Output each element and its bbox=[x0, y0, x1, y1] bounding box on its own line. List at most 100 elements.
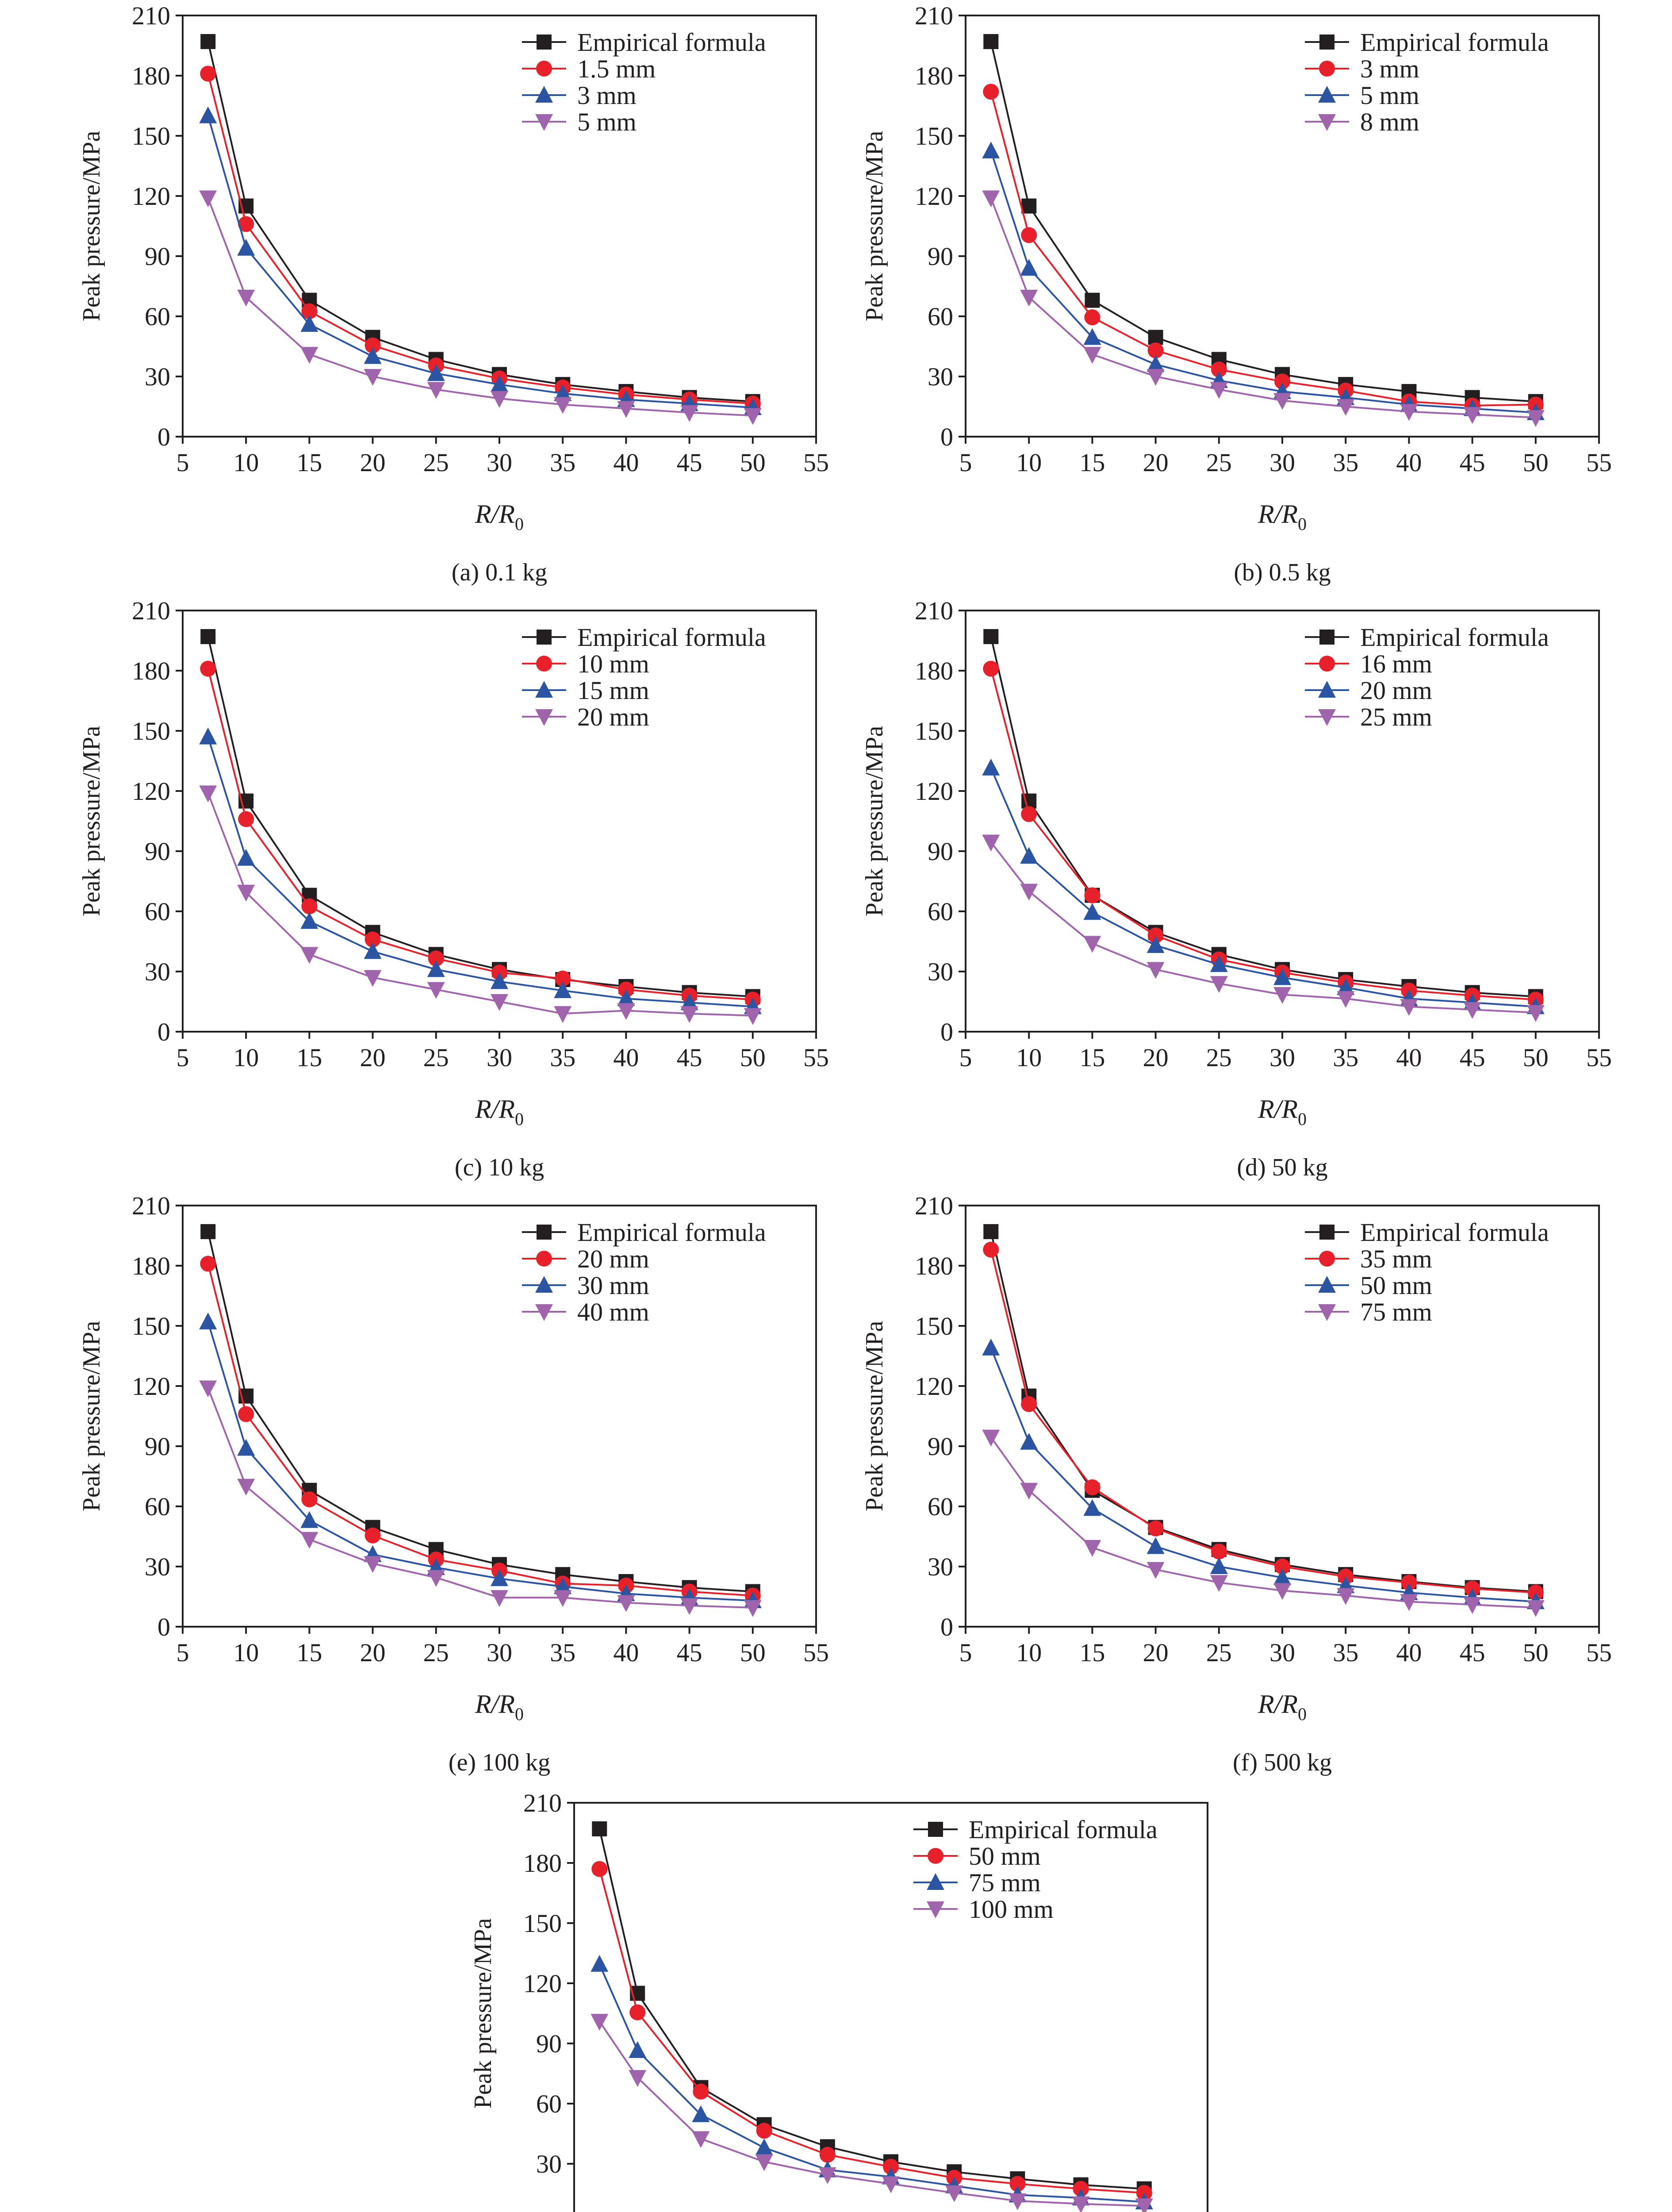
data-point bbox=[818, 2167, 836, 2184]
data-point bbox=[300, 347, 318, 364]
data-point bbox=[1210, 1557, 1228, 1574]
x-tick-label: 30 bbox=[487, 1638, 512, 1667]
data-point bbox=[1083, 936, 1101, 953]
x-axis-label: R/R0 bbox=[1258, 1690, 1307, 1724]
chart-svg: 5 10 15 20 25 30 35 40 45 50 55 0 30 60 90 120 150 180 210… bbox=[861, 596, 1612, 1181]
data-point bbox=[1337, 399, 1355, 416]
panel-caption: (e) 100 kg bbox=[449, 1749, 550, 1776]
data-point bbox=[882, 2176, 900, 2193]
legend-label: 10 mm bbox=[577, 649, 649, 678]
chart-svg: 5 10 15 20 25 30 35 40 45 50 55 0 30 60 90 120 150 180 210… bbox=[861, 1191, 1612, 1776]
y-tick-label: 30 bbox=[145, 1552, 170, 1581]
series-0 bbox=[983, 1224, 1543, 1599]
legend-marker bbox=[535, 1276, 553, 1293]
x-tick-label: 35 bbox=[1333, 1043, 1358, 1072]
y-tick-label: 180 bbox=[915, 657, 953, 685]
data-point bbox=[199, 1380, 217, 1398]
data-point bbox=[680, 405, 698, 422]
series-1 bbox=[200, 661, 761, 1008]
y-tick-label: 210 bbox=[915, 1, 953, 30]
x-tick-label: 20 bbox=[1143, 1043, 1169, 1072]
x-tick-label: 10 bbox=[233, 448, 259, 477]
legend-marker bbox=[1319, 1251, 1335, 1267]
series-2 bbox=[199, 1312, 762, 1609]
series-line bbox=[207, 668, 753, 1001]
legend-label: 5 mm bbox=[577, 108, 637, 136]
data-point bbox=[591, 1861, 608, 1877]
series-line bbox=[598, 1869, 1144, 2194]
y-tick-label: 180 bbox=[132, 657, 170, 685]
chart-panel-c: 5 10 15 20 25 30 35 40 45 50 55 0 30 60 90 120 150 180 210… bbox=[0, 595, 836, 1188]
data-point bbox=[744, 1600, 762, 1617]
legend-label: Empirical formula bbox=[577, 28, 766, 57]
data-point bbox=[1211, 361, 1227, 378]
chart-panel-b: 5 10 15 20 25 30 35 40 45 50 55 0 30 60 90 120 150 180 210… bbox=[783, 0, 1619, 593]
data-point bbox=[1463, 1597, 1481, 1614]
data-point bbox=[883, 2158, 899, 2175]
legend-marker bbox=[537, 630, 552, 645]
x-axis-label: R/R0 bbox=[1258, 499, 1307, 534]
data-point bbox=[364, 931, 381, 948]
x-tick-label: 20 bbox=[1143, 1638, 1169, 1667]
y-tick-label: 120 bbox=[132, 777, 170, 806]
x-tick-label: 25 bbox=[423, 1043, 449, 1072]
data-point bbox=[300, 1532, 318, 1549]
x-tick-label: 35 bbox=[550, 1638, 575, 1667]
y-tick-label: 90 bbox=[145, 1432, 170, 1461]
data-point bbox=[1463, 407, 1481, 424]
series-3 bbox=[982, 834, 1545, 1022]
legend-label: 5 mm bbox=[1360, 81, 1419, 110]
data-point bbox=[982, 1429, 1000, 1447]
data-point bbox=[744, 408, 762, 425]
data-point bbox=[1147, 936, 1165, 953]
data-point bbox=[1021, 806, 1037, 822]
legend-marker bbox=[537, 35, 552, 50]
series-line bbox=[990, 668, 1536, 1001]
x-tick-label: 15 bbox=[296, 1638, 322, 1667]
y-tick-label: 150 bbox=[132, 1312, 170, 1340]
x-tick-label: 50 bbox=[740, 1638, 766, 1667]
y-tick-label: 30 bbox=[145, 957, 170, 986]
x-tick-label: 40 bbox=[613, 448, 639, 477]
data-point bbox=[491, 994, 508, 1011]
x-tick-label: 50 bbox=[740, 448, 766, 477]
series-line bbox=[207, 197, 753, 417]
y-tick-label: 210 bbox=[915, 596, 953, 625]
y-axis-label: Peak pressure/MPa bbox=[78, 726, 105, 916]
data-point bbox=[1020, 883, 1038, 901]
y-tick-label: 30 bbox=[145, 362, 170, 391]
data-point bbox=[300, 947, 318, 964]
data-point bbox=[1273, 968, 1291, 985]
y-axis-label: Peak pressure/MPa bbox=[861, 131, 888, 321]
series-line bbox=[598, 1964, 1144, 2203]
y-tick-label: 30 bbox=[928, 1552, 953, 1581]
data-point bbox=[301, 898, 318, 914]
data-point bbox=[592, 1821, 607, 1836]
series-1 bbox=[983, 84, 1544, 414]
x-axis-label: R/R0 bbox=[475, 1690, 524, 1724]
data-point bbox=[1400, 404, 1418, 421]
data-point bbox=[427, 960, 445, 977]
legend-label: 100 mm bbox=[969, 1895, 1054, 1924]
data-point bbox=[1526, 1005, 1545, 1022]
data-point bbox=[1147, 355, 1165, 372]
legend-marker bbox=[535, 114, 553, 131]
data-point bbox=[629, 2004, 646, 2020]
data-point bbox=[238, 1406, 254, 1422]
panel-caption: (d) 50 kg bbox=[1237, 1154, 1327, 1181]
data-point bbox=[982, 834, 1000, 852]
x-tick-label: 20 bbox=[360, 448, 386, 477]
data-point bbox=[1083, 903, 1101, 920]
data-point bbox=[1020, 289, 1038, 307]
y-axis-label: Peak pressure/MPa bbox=[861, 726, 888, 916]
y-tick-label: 210 bbox=[523, 1789, 562, 1817]
legend-marker bbox=[1319, 630, 1335, 645]
x-tick-label: 35 bbox=[1333, 1638, 1358, 1667]
chart-panel-a: 5 10 15 20 25 30 35 40 45 50 55 0 30 60 90 120 150 180 210… bbox=[0, 0, 836, 593]
data-point bbox=[301, 303, 318, 319]
data-point bbox=[554, 1590, 572, 1607]
y-tick-label: 0 bbox=[940, 422, 953, 451]
data-point bbox=[617, 1595, 635, 1612]
data-point bbox=[1273, 987, 1291, 1004]
series-2 bbox=[982, 1338, 1545, 1609]
